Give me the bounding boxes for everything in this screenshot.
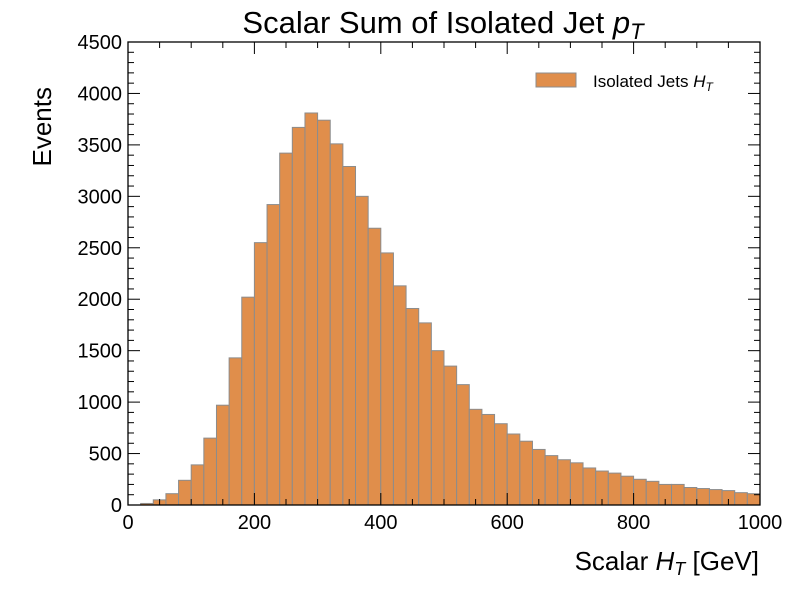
- y-tick-label: 1000: [78, 392, 123, 414]
- histogram-bar: [506, 433, 521, 506]
- histogram-bar: [367, 227, 382, 506]
- y-tick-label: 4500: [78, 32, 123, 54]
- y-axis-title: Events: [27, 87, 57, 167]
- histogram-bar: [671, 483, 685, 506]
- histogram-bar: [607, 472, 622, 506]
- y-tick-label: 4000: [78, 83, 123, 105]
- histogram-bar: [291, 126, 306, 506]
- histogram-bar: [746, 493, 761, 506]
- histogram-bar: [228, 357, 243, 506]
- x-tick-label: 1000: [738, 512, 783, 534]
- histogram-bar: [342, 165, 357, 506]
- x-tick-label: 800: [617, 512, 650, 534]
- y-tick-label: 3000: [78, 186, 123, 208]
- x-tick-label: 200: [238, 512, 271, 534]
- histogram-bar: [443, 365, 458, 506]
- x-tick-label: 0: [122, 512, 133, 534]
- y-tick-label: 2500: [78, 238, 123, 260]
- histogram-bar: [380, 252, 394, 506]
- x-tick-label: 600: [491, 512, 524, 534]
- histogram-bar: [203, 437, 217, 506]
- histogram-bar: [645, 480, 660, 506]
- y-tick-label: 1500: [78, 341, 123, 363]
- histogram-bar: [190, 464, 205, 506]
- x-tick-labels: 0 200 400 600 800 1000: [122, 512, 782, 534]
- histogram-bar: [569, 462, 584, 506]
- y-tick-label: 3500: [78, 135, 123, 157]
- histogram-bar: [178, 479, 192, 506]
- legend-swatch: [535, 72, 577, 88]
- histogram-bar: [582, 467, 597, 506]
- x-tick-label: 400: [364, 512, 397, 534]
- histogram-bar: [317, 119, 331, 506]
- histogram-bar: [544, 455, 559, 506]
- y-tick-labels: 0 500 1000 1500 2000 2500 3000 3500 4000 4500: [78, 32, 123, 517]
- histogram-bar: [557, 459, 571, 506]
- histogram-bar: [266, 204, 281, 506]
- histogram-bar: [519, 440, 533, 506]
- histogram-bar: [683, 487, 698, 506]
- histogram-bar: [165, 493, 180, 506]
- histogram-bar: [355, 195, 369, 506]
- histogram-bar: [708, 489, 723, 506]
- histogram-bar: [241, 296, 255, 506]
- legend-label: Isolated Jets HT: [593, 72, 714, 94]
- histogram-bar: [405, 307, 420, 506]
- y-tick-label: 2000: [78, 289, 123, 311]
- histogram-bar: [531, 448, 546, 506]
- y-tick-label: 500: [89, 444, 122, 466]
- histogram-bar: [494, 423, 508, 506]
- histogram-bar: [418, 322, 432, 506]
- chart-title: Scalar Sum of Isolated Jet pT: [242, 5, 645, 44]
- x-axis-title: Scalar HT [GeV]: [575, 546, 759, 579]
- histogram-bar: [392, 285, 407, 506]
- histogram-bar: [456, 384, 470, 506]
- histogram-bar: [468, 408, 483, 506]
- histogram-bar: [734, 492, 748, 506]
- y-tick-label: 0: [111, 495, 122, 517]
- histogram-bar: [304, 112, 319, 506]
- histogram-bars: [140, 112, 761, 506]
- histogram-bar: [215, 404, 230, 506]
- histogram-bar: [696, 488, 710, 506]
- histogram-bar: [279, 152, 293, 506]
- histogram-bar: [430, 350, 445, 506]
- histogram-bar: [329, 143, 344, 506]
- histogram-bar: [620, 475, 635, 506]
- legend: Isolated Jets HT: [535, 72, 714, 94]
- histogram-bar: [253, 242, 268, 506]
- histogram-bar: [633, 478, 647, 506]
- plot-frame: [127, 41, 761, 506]
- histogram-bar: [481, 413, 496, 506]
